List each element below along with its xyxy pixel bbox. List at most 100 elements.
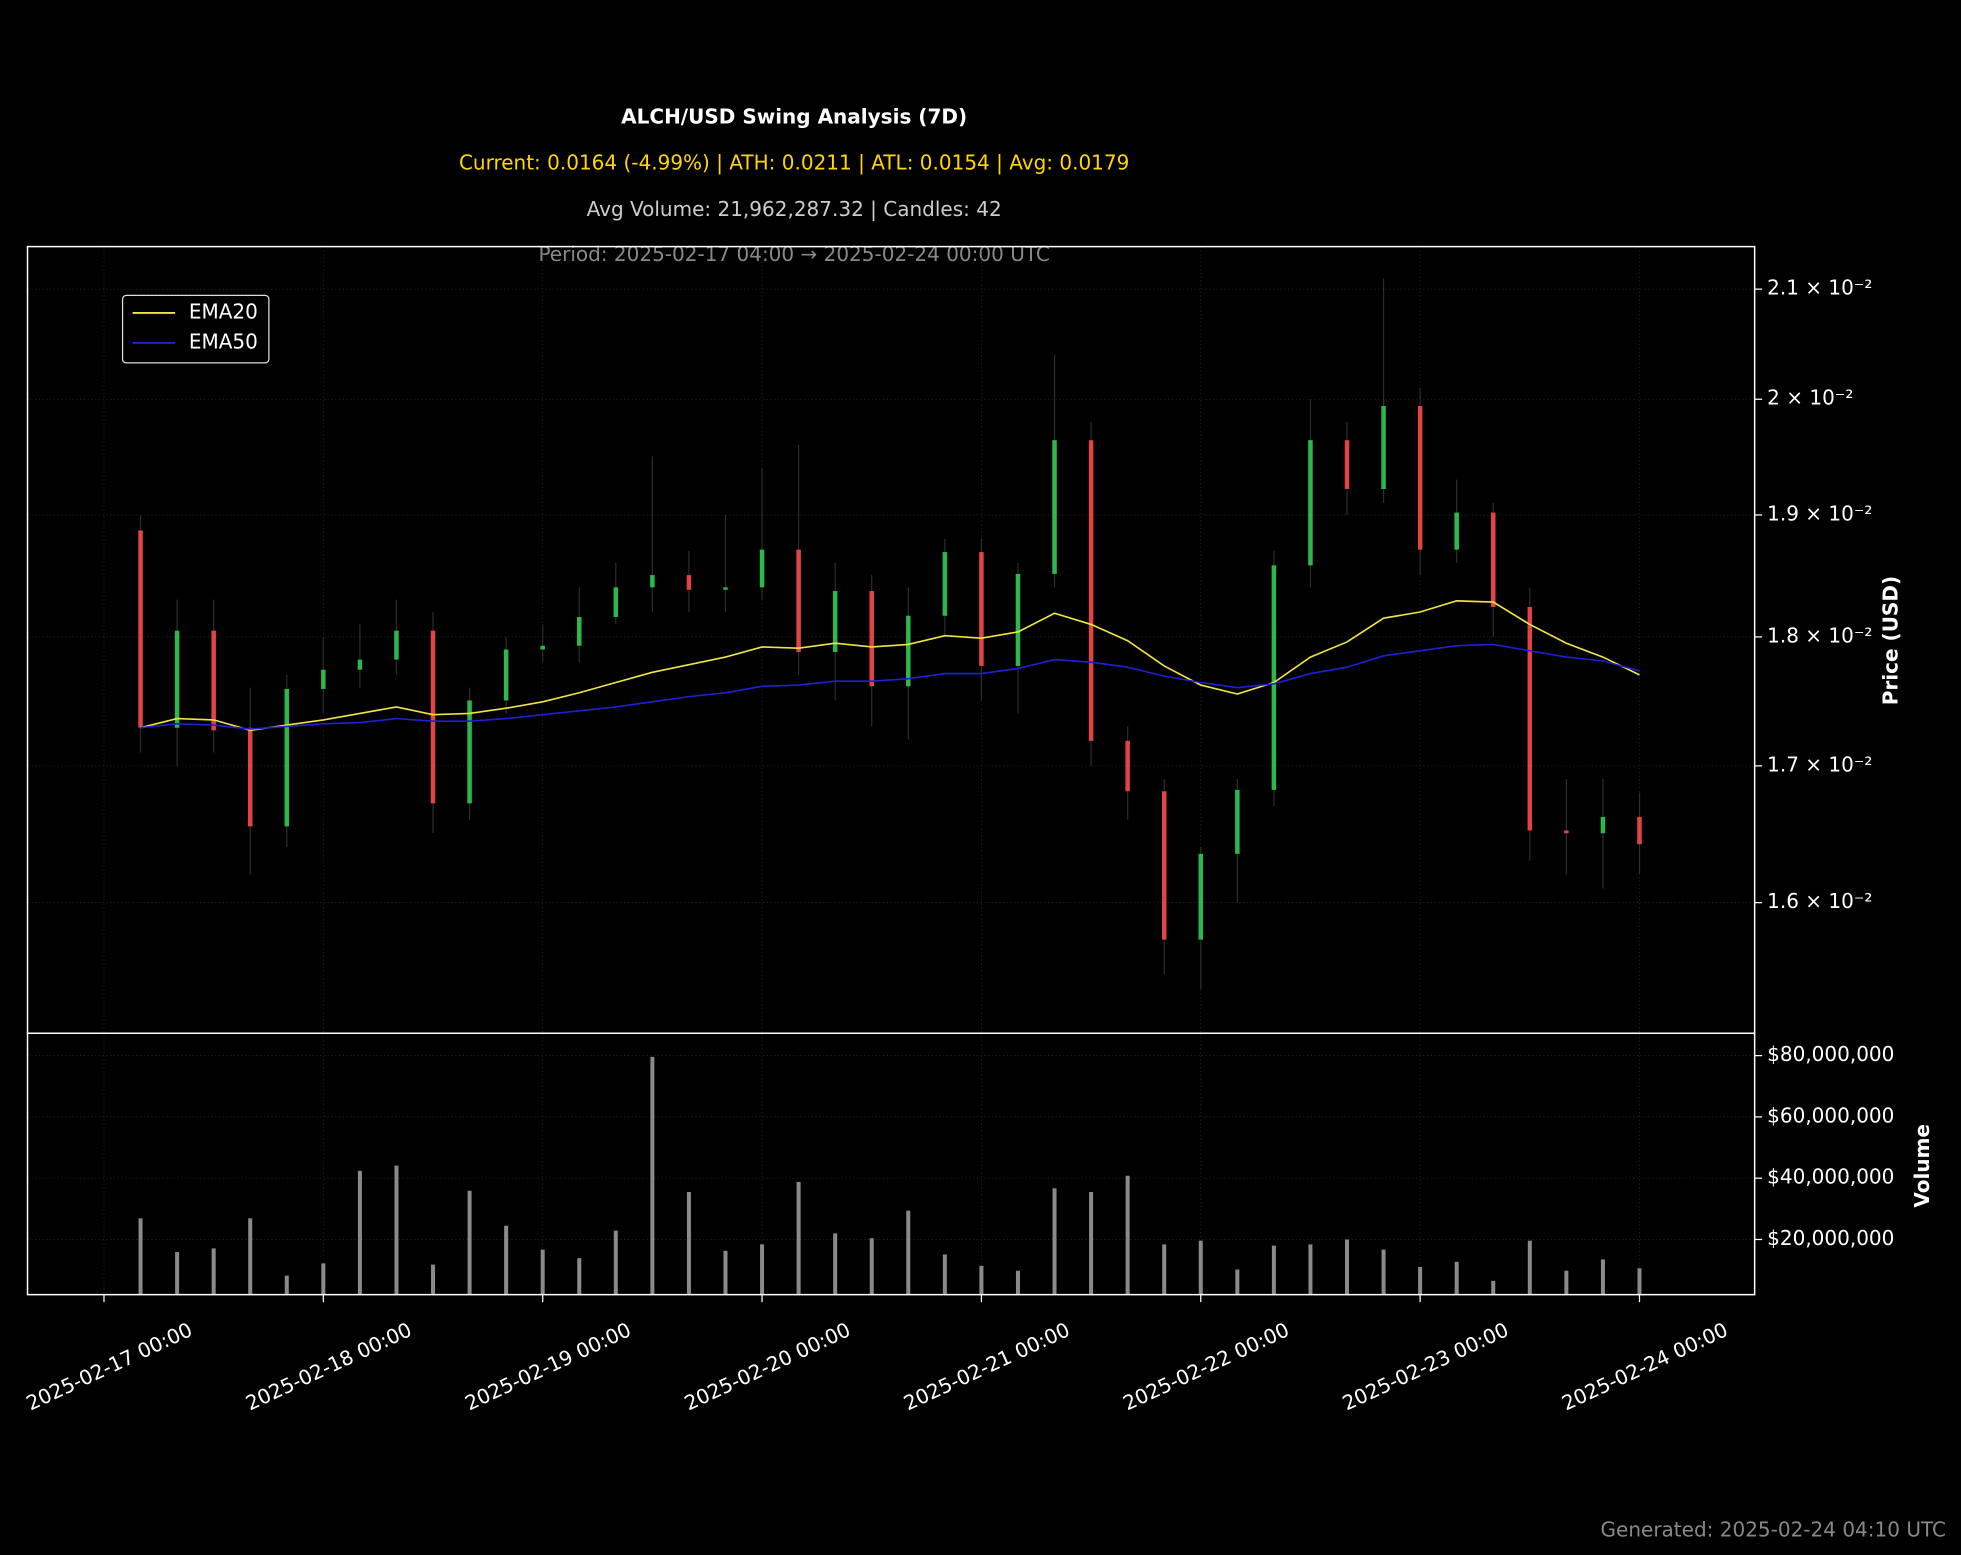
y-tick-label: 2.1 × 10⁻² [1767,276,1872,300]
volume-bar [1600,1259,1605,1295]
volume-bar [1308,1244,1313,1295]
candle-body [1381,406,1386,489]
volume-bar [248,1218,253,1295]
candle-body [1308,440,1313,566]
candle-body [1564,830,1569,834]
ema-line [140,643,1640,730]
volume-bar [1052,1188,1057,1295]
candle-body [430,630,436,804]
y-tick-label: $20,000,000 [1767,1226,1894,1250]
volume-bar [979,1265,984,1295]
axes-frame [26,1032,1756,1296]
candle-body [723,587,728,590]
volume-bar [1198,1240,1203,1295]
volume-bar [833,1233,838,1295]
candle-body [540,645,545,650]
candle-body [1417,406,1423,550]
candle-body [796,549,801,653]
volume-bar [211,1248,216,1295]
volume-bar [650,1056,655,1295]
candle-body [247,727,253,827]
subtitle: Avg Volume: 21,962,287.32 | Candles: 42 [587,197,1002,221]
volume-bar [357,1170,362,1295]
candle-body [1015,573,1021,666]
candle-body [211,630,216,731]
volume-bar [540,1249,545,1295]
volume-bar [1381,1249,1386,1295]
volume-bar [1271,1245,1276,1295]
candle-body [284,688,290,827]
volume-bar [1015,1270,1020,1295]
candle-body [869,591,874,687]
footer: Generated: 2025-02-24 04:10 UTC [1601,1518,1946,1542]
candle-body [613,587,619,617]
volume-bar [796,1181,801,1295]
subtitle: Period: 2025-02-17 04:00 → 2025-02-24 00… [538,242,1049,266]
volume-bar [760,1244,765,1295]
candle-body [503,649,509,701]
volume-bar [613,1230,618,1295]
candle-body [1637,816,1642,845]
y-tick-label: $60,000,000 [1767,1103,1894,1127]
volume-bar [504,1225,509,1295]
y-tick-label: 1.8 × 10⁻² [1767,623,1872,647]
candle-body [979,552,984,666]
volume-bar [467,1190,472,1295]
volume-bar [321,1263,326,1295]
volume-bar [869,1238,874,1295]
volume-bar [1345,1239,1350,1295]
volume-bar [1162,1244,1167,1295]
volume-bar [431,1264,436,1295]
candle-body [759,549,765,588]
candle-body [467,700,472,804]
candle-body [1454,512,1459,550]
y-tick-label: 1.9 × 10⁻² [1767,501,1872,525]
volume-bar [1564,1270,1569,1295]
candle-body [1161,791,1167,940]
legend-label: EMA20 [189,299,258,323]
candle-body [686,575,692,590]
volume-bar [1637,1268,1642,1295]
candle-body [906,615,911,687]
volume-bar [1418,1267,1423,1295]
ema-line [140,600,1640,732]
volume-bar [577,1258,582,1295]
y-tick-label: $80,000,000 [1767,1042,1894,1066]
volume-bar [1125,1175,1130,1295]
y-tick-label: 1.6 × 10⁻² [1767,889,1872,913]
candle-body [1600,816,1606,834]
volume-bar [1527,1240,1532,1295]
volume-bar [906,1210,911,1295]
volume-bar [138,1218,143,1295]
y-tick-label: 1.7 × 10⁻² [1767,752,1872,776]
y-tick-label: 2 × 10⁻² [1767,386,1853,410]
candle-body [1235,789,1240,854]
y-axis-label: Volume [1910,1124,1934,1208]
chart-title: ALCH/USD Swing Analysis (7D) [621,104,967,128]
volume-bar [1235,1269,1240,1295]
candle-body [1052,440,1057,574]
candle-body [321,669,326,689]
volume-bar [175,1252,180,1295]
candle-body [832,591,838,653]
candle-body [1088,440,1094,741]
volume-bar [284,1275,289,1295]
candle-body [1344,440,1350,489]
candle-body [1271,565,1277,790]
volume-bar [394,1165,399,1295]
candle-body [174,630,180,728]
legend-label: EMA50 [189,329,258,353]
candle-body [1527,607,1533,831]
candle-body [1490,512,1496,608]
candle-body [357,659,363,670]
y-axis-label: Price (USD) [1879,576,1903,705]
candle-body [1198,853,1204,940]
volume-bar [1491,1280,1496,1295]
candle-body [1125,740,1130,792]
y-tick-label: $40,000,000 [1767,1165,1894,1189]
volume-bar [942,1254,947,1295]
candle-body [394,630,399,660]
